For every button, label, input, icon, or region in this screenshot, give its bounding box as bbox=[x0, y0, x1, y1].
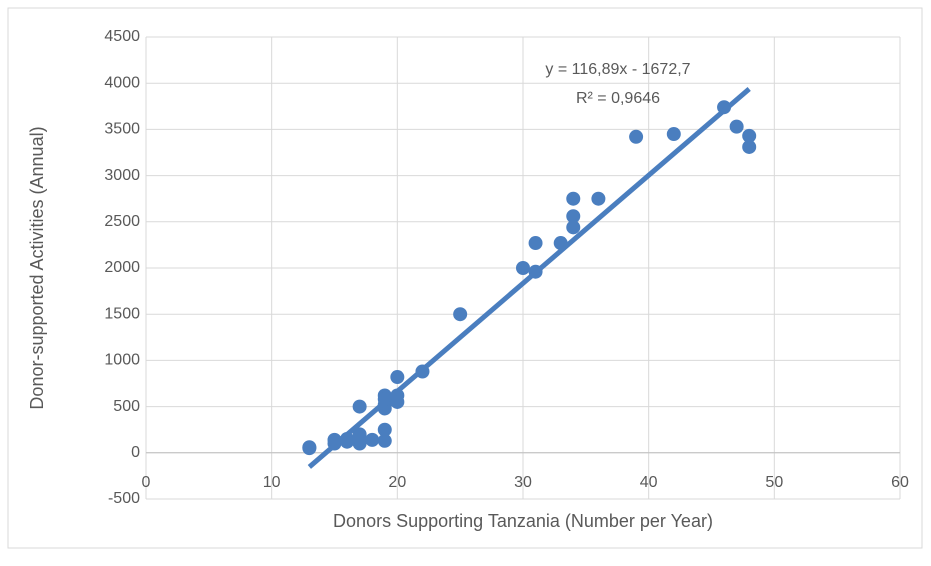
y-tick-label: 4500 bbox=[104, 28, 140, 45]
x-tick-label: 0 bbox=[142, 474, 151, 491]
chart-border bbox=[7, 7, 923, 549]
y-tick-label: 500 bbox=[113, 398, 140, 415]
point bbox=[390, 370, 405, 385]
point bbox=[453, 307, 468, 322]
point bbox=[352, 431, 367, 446]
y-tick-label: 0 bbox=[131, 444, 140, 461]
x-axis-title: Donors Supporting Tanzania (Number per Y… bbox=[333, 511, 713, 531]
point bbox=[729, 119, 744, 134]
x-tick-label: 20 bbox=[388, 474, 406, 491]
point bbox=[528, 236, 543, 251]
point bbox=[302, 441, 317, 456]
point bbox=[742, 128, 757, 143]
x-tick-label: 60 bbox=[891, 474, 909, 491]
point bbox=[377, 422, 392, 437]
point bbox=[377, 433, 392, 448]
y-tick-label: 1000 bbox=[104, 352, 140, 369]
point bbox=[365, 432, 380, 447]
y-tick-label: 1500 bbox=[104, 305, 140, 322]
point bbox=[352, 399, 367, 414]
trendline bbox=[307, 87, 751, 469]
point bbox=[566, 191, 581, 206]
x-tick-label: 50 bbox=[765, 474, 783, 491]
point bbox=[516, 261, 530, 275]
point bbox=[566, 209, 581, 224]
x-tick-label: 30 bbox=[514, 474, 532, 491]
x-tick-label: 40 bbox=[640, 474, 658, 491]
y-tick-label: 2500 bbox=[104, 213, 140, 230]
point bbox=[566, 220, 581, 235]
trendline-equation: y = 116,89x - 1672,7 bbox=[545, 61, 690, 78]
y-tick-label: 3500 bbox=[104, 121, 140, 138]
point bbox=[591, 191, 606, 206]
y-axis-title: Donor-supported Activities (Annual) bbox=[27, 126, 47, 409]
y-tick-label: 4000 bbox=[104, 74, 140, 91]
point bbox=[629, 129, 644, 144]
point bbox=[742, 139, 757, 154]
x-tick-label: 10 bbox=[263, 474, 281, 491]
y-tick-label: 3000 bbox=[104, 167, 140, 184]
y-tick-label: 2000 bbox=[104, 259, 140, 276]
trendline-r2: R² = 0,9646 bbox=[576, 90, 660, 107]
point bbox=[666, 127, 681, 142]
y-tick-label: -500 bbox=[108, 490, 140, 507]
